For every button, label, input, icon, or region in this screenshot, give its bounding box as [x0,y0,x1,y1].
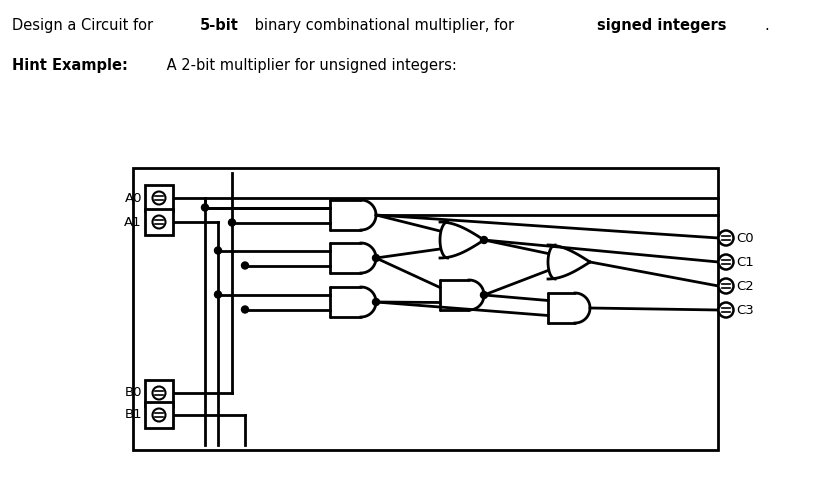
Bar [145,185,173,211]
Circle shape [241,262,249,269]
Text: B0: B0 [125,387,142,400]
Text: 5-bit: 5-bit [200,18,239,33]
Circle shape [718,278,733,294]
Circle shape [373,254,380,261]
Circle shape [480,237,488,244]
Circle shape [153,387,165,400]
Text: A1: A1 [124,216,142,229]
Bar [145,402,173,428]
Circle shape [373,299,380,306]
Bar [133,168,718,450]
Circle shape [153,191,165,204]
Bar [145,380,173,406]
Circle shape [153,409,165,421]
Circle shape [201,204,209,211]
Text: .: . [764,18,768,33]
Text: B1: B1 [124,409,142,421]
Text: A0: A0 [125,191,142,204]
Text: signed integers: signed integers [597,18,727,33]
Text: A 2-bit multiplier for unsigned integers:: A 2-bit multiplier for unsigned integers… [162,58,457,73]
Circle shape [718,254,733,269]
Circle shape [153,216,165,229]
Text: binary combinational multiplier, for: binary combinational multiplier, for [251,18,519,33]
Text: C1: C1 [736,255,753,268]
Bar [145,209,173,235]
Circle shape [215,247,221,254]
Text: Hint Example:: Hint Example: [12,58,128,73]
Circle shape [718,231,733,246]
Circle shape [480,292,488,299]
Circle shape [241,306,249,313]
Circle shape [229,219,235,226]
Circle shape [215,291,221,298]
Text: C0: C0 [736,232,753,245]
Text: C3: C3 [736,304,753,317]
Text: Design a Circuit for: Design a Circuit for [12,18,158,33]
Circle shape [718,303,733,318]
Text: C2: C2 [736,279,753,293]
